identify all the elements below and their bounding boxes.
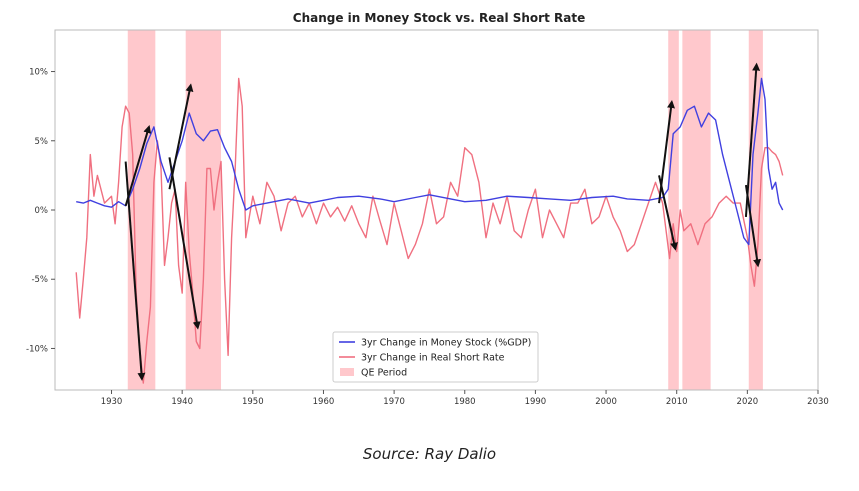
- y-tick-label: 10%: [29, 68, 48, 78]
- annotation-arrow-up: [124, 125, 152, 207]
- legend-box: [332, 331, 539, 383]
- legend-label: 3yr Change in Real Short Rate: [361, 353, 505, 364]
- y-tick-label: 5%: [35, 137, 49, 147]
- series-lines: [75, 77, 784, 384]
- annotation-arrow-down: [124, 161, 146, 381]
- y-axis: 10% 5% 0% -5% -10%: [26, 68, 55, 354]
- x-tick-label: 2000: [595, 397, 617, 407]
- legend: 3yr Change in Money Stock (%GDP) 3yr Chan…: [332, 331, 539, 383]
- legend-label: 3yr Change in Money Stock (%GDP): [361, 338, 531, 349]
- y-tick-label: 0%: [35, 206, 49, 216]
- x-tick-label: 1970: [383, 397, 405, 407]
- legend-label: QE Period: [361, 368, 407, 379]
- x-tick-label: 1930: [101, 397, 123, 407]
- legend-swatch-qe: [340, 368, 354, 376]
- qe-band: [127, 30, 156, 390]
- qe-band: [185, 30, 222, 390]
- x-tick-label: 1940: [171, 397, 193, 407]
- y-tick-label: -5%: [31, 275, 48, 285]
- x-axis: 1930 1940 1950 1960 1970 1980 1990 2000 2010 2020…: [101, 390, 829, 407]
- source-caption: Source: Ray Dalio: [362, 445, 497, 463]
- x-tick-label: 1960: [313, 397, 335, 407]
- annotation-arrow-up: [168, 83, 194, 190]
- annotation-arrow-down: [168, 157, 201, 330]
- y-tick-label: -10%: [26, 344, 48, 354]
- x-tick-label: 1980: [454, 397, 476, 407]
- x-tick-label: 2030: [807, 397, 829, 407]
- annotation-arrow-down: [744, 184, 762, 268]
- chart-title: Change in Money Stock vs. Real Short Rat…: [293, 11, 585, 25]
- annotation-arrows: [124, 62, 762, 381]
- series-line-money-stock: [76, 77, 784, 246]
- x-tick-label: 2020: [737, 397, 759, 407]
- x-tick-label: 1990: [525, 397, 547, 407]
- annotation-arrow-down: [658, 175, 678, 251]
- x-tick-label: 2010: [666, 397, 688, 407]
- x-tick-label: 1950: [242, 397, 264, 407]
- qe-band: [682, 30, 711, 390]
- qe-band: [668, 30, 679, 390]
